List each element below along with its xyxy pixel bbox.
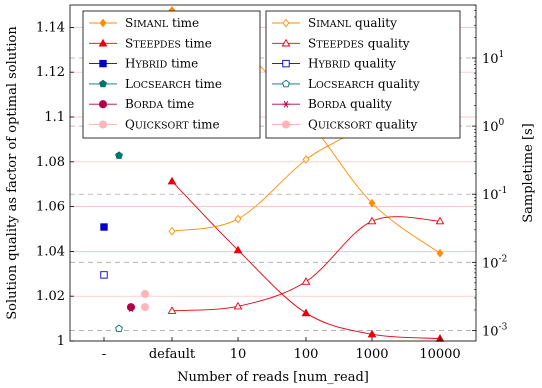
x-tick-label: - <box>102 347 106 362</box>
x-tick-label: 100 <box>294 347 319 362</box>
y-left-tick-label: 1.04 <box>36 244 65 259</box>
legend-entry-label: STEEPDES time <box>125 36 212 50</box>
data-point-steepdes-quality <box>435 216 445 225</box>
data-point-steepdes-quality <box>367 216 377 225</box>
legend-entry-label: STEEPDES quality <box>308 36 410 50</box>
data-point-borda-quality <box>127 305 135 312</box>
series-hybrid-time <box>100 223 108 231</box>
legend-entry-label: BORDA time <box>125 97 194 111</box>
y-axis-right-label: Sampletime [s] <box>521 123 536 223</box>
y-right-tick-label: 100 <box>482 118 505 135</box>
data-point-steepdes-quality <box>167 306 177 314</box>
y-left-tick-label: 1.1 <box>44 110 65 125</box>
legend-swatch-marker <box>99 79 107 88</box>
star-stroke <box>128 305 134 312</box>
legend-entry-label: BORDA quality <box>308 97 392 111</box>
axes: 11.021.041.061.081.11.121.1410-310-210-1… <box>36 4 508 362</box>
legend-swatch-marker <box>282 100 290 108</box>
y-axis-left-label: Solution quality as factor of optimal so… <box>5 26 20 320</box>
series-line-steepdes-quality <box>171 216 441 312</box>
legend-swatch-marker <box>99 18 107 28</box>
series-locsearch-time <box>115 151 123 159</box>
y-left-tick-label: 1 <box>57 334 65 349</box>
x-axis-label: Number of reads [num_read] <box>177 370 369 385</box>
data-point-steepdes-quality <box>301 277 311 285</box>
data-point-simanl-time <box>436 248 444 258</box>
legend-swatch-marker <box>99 59 107 68</box>
series-locsearch-quality <box>115 324 123 333</box>
data-point-quicksort-time <box>140 303 150 312</box>
legend-entry-label: LOCSEARCH time <box>125 77 222 91</box>
data-point-steepdes-time <box>167 176 177 185</box>
legend-swatch-marker <box>98 38 108 47</box>
series-steepdes-quality <box>167 216 445 314</box>
legend-time: SIMANL time STEEPDES time HYBRID time LOCSE… <box>82 10 261 139</box>
legend-swatch-marker <box>98 100 108 109</box>
series-steepdes-time <box>167 176 445 342</box>
legend-quality-frame <box>265 10 461 139</box>
series-borda-time <box>126 303 136 312</box>
y-right-tick-label: 10-1 <box>482 186 507 203</box>
data-point-steepdes-quality <box>233 301 243 310</box>
series-hybrid-quality <box>100 271 108 279</box>
data-point-steepdes-time <box>301 308 311 317</box>
data-point-simanl-quality <box>234 214 242 224</box>
y-left-tick-label: 1.02 <box>36 289 65 304</box>
legend-swatch-marker <box>282 18 290 28</box>
x-tick-label: default <box>149 347 196 362</box>
legend: SIMANL time STEEPDES time HYBRID time LOCSE… <box>82 10 461 139</box>
legend-entry-label: QUICKSORT time <box>125 118 220 132</box>
legend-entry-label: SIMANL quality <box>308 16 397 30</box>
y-right-tick-label: 101 <box>482 50 504 67</box>
data-point-locsearch-quality <box>115 324 123 333</box>
legend-entry-label: HYBRID time <box>125 57 198 71</box>
legend-swatch-marker <box>281 38 291 47</box>
y-left-tick-label: 1.08 <box>36 155 65 170</box>
y-left-tick-label: 1.06 <box>36 200 65 215</box>
y-left-tick-label: 1.14 <box>36 20 65 35</box>
y-right-tick-label: 10-3 <box>482 322 508 339</box>
data-point-quicksort-quality <box>140 289 150 299</box>
data-point-simanl-time <box>368 198 376 208</box>
star-stroke <box>283 100 289 108</box>
data-point-simanl-quality <box>168 226 176 236</box>
data-point-steepdes-time <box>233 245 243 254</box>
legend-entry-label: SIMANL time <box>125 16 199 30</box>
data-point-hybrid-quality <box>100 271 108 279</box>
legend-swatch-marker <box>282 79 290 88</box>
series-quicksort-time <box>140 303 150 312</box>
data-point-steepdes-time <box>367 329 377 338</box>
data-point-borda-time <box>126 303 136 312</box>
data-point-simanl-quality <box>302 155 310 164</box>
legend-entry-label: HYBRID quality <box>308 57 396 71</box>
data-point-locsearch-time <box>115 151 123 159</box>
plot-frame <box>69 4 477 342</box>
data-point-hybrid-time <box>100 223 108 231</box>
legend-entry-label: QUICKSORT quality <box>308 118 417 132</box>
y-left-tick-label: 1.12 <box>36 65 65 80</box>
x-tick-label: 10 <box>230 347 247 362</box>
legend-swatch-marker <box>282 59 290 68</box>
legend-quality: SIMANL quality STEEPDES quality HYBRID qua… <box>265 10 461 139</box>
x-tick-label: 10000 <box>419 347 460 362</box>
legend-time-frame <box>82 10 261 139</box>
legend-swatch-marker <box>281 120 291 129</box>
series-quicksort-quality <box>140 289 150 299</box>
x-tick-label: 1000 <box>355 347 388 362</box>
series-borda-quality <box>127 305 135 312</box>
legend-swatch-marker <box>98 120 108 129</box>
legend-entry-label: LOCSEARCH quality <box>308 77 420 91</box>
y-right-tick-label: 10-2 <box>482 254 507 271</box>
